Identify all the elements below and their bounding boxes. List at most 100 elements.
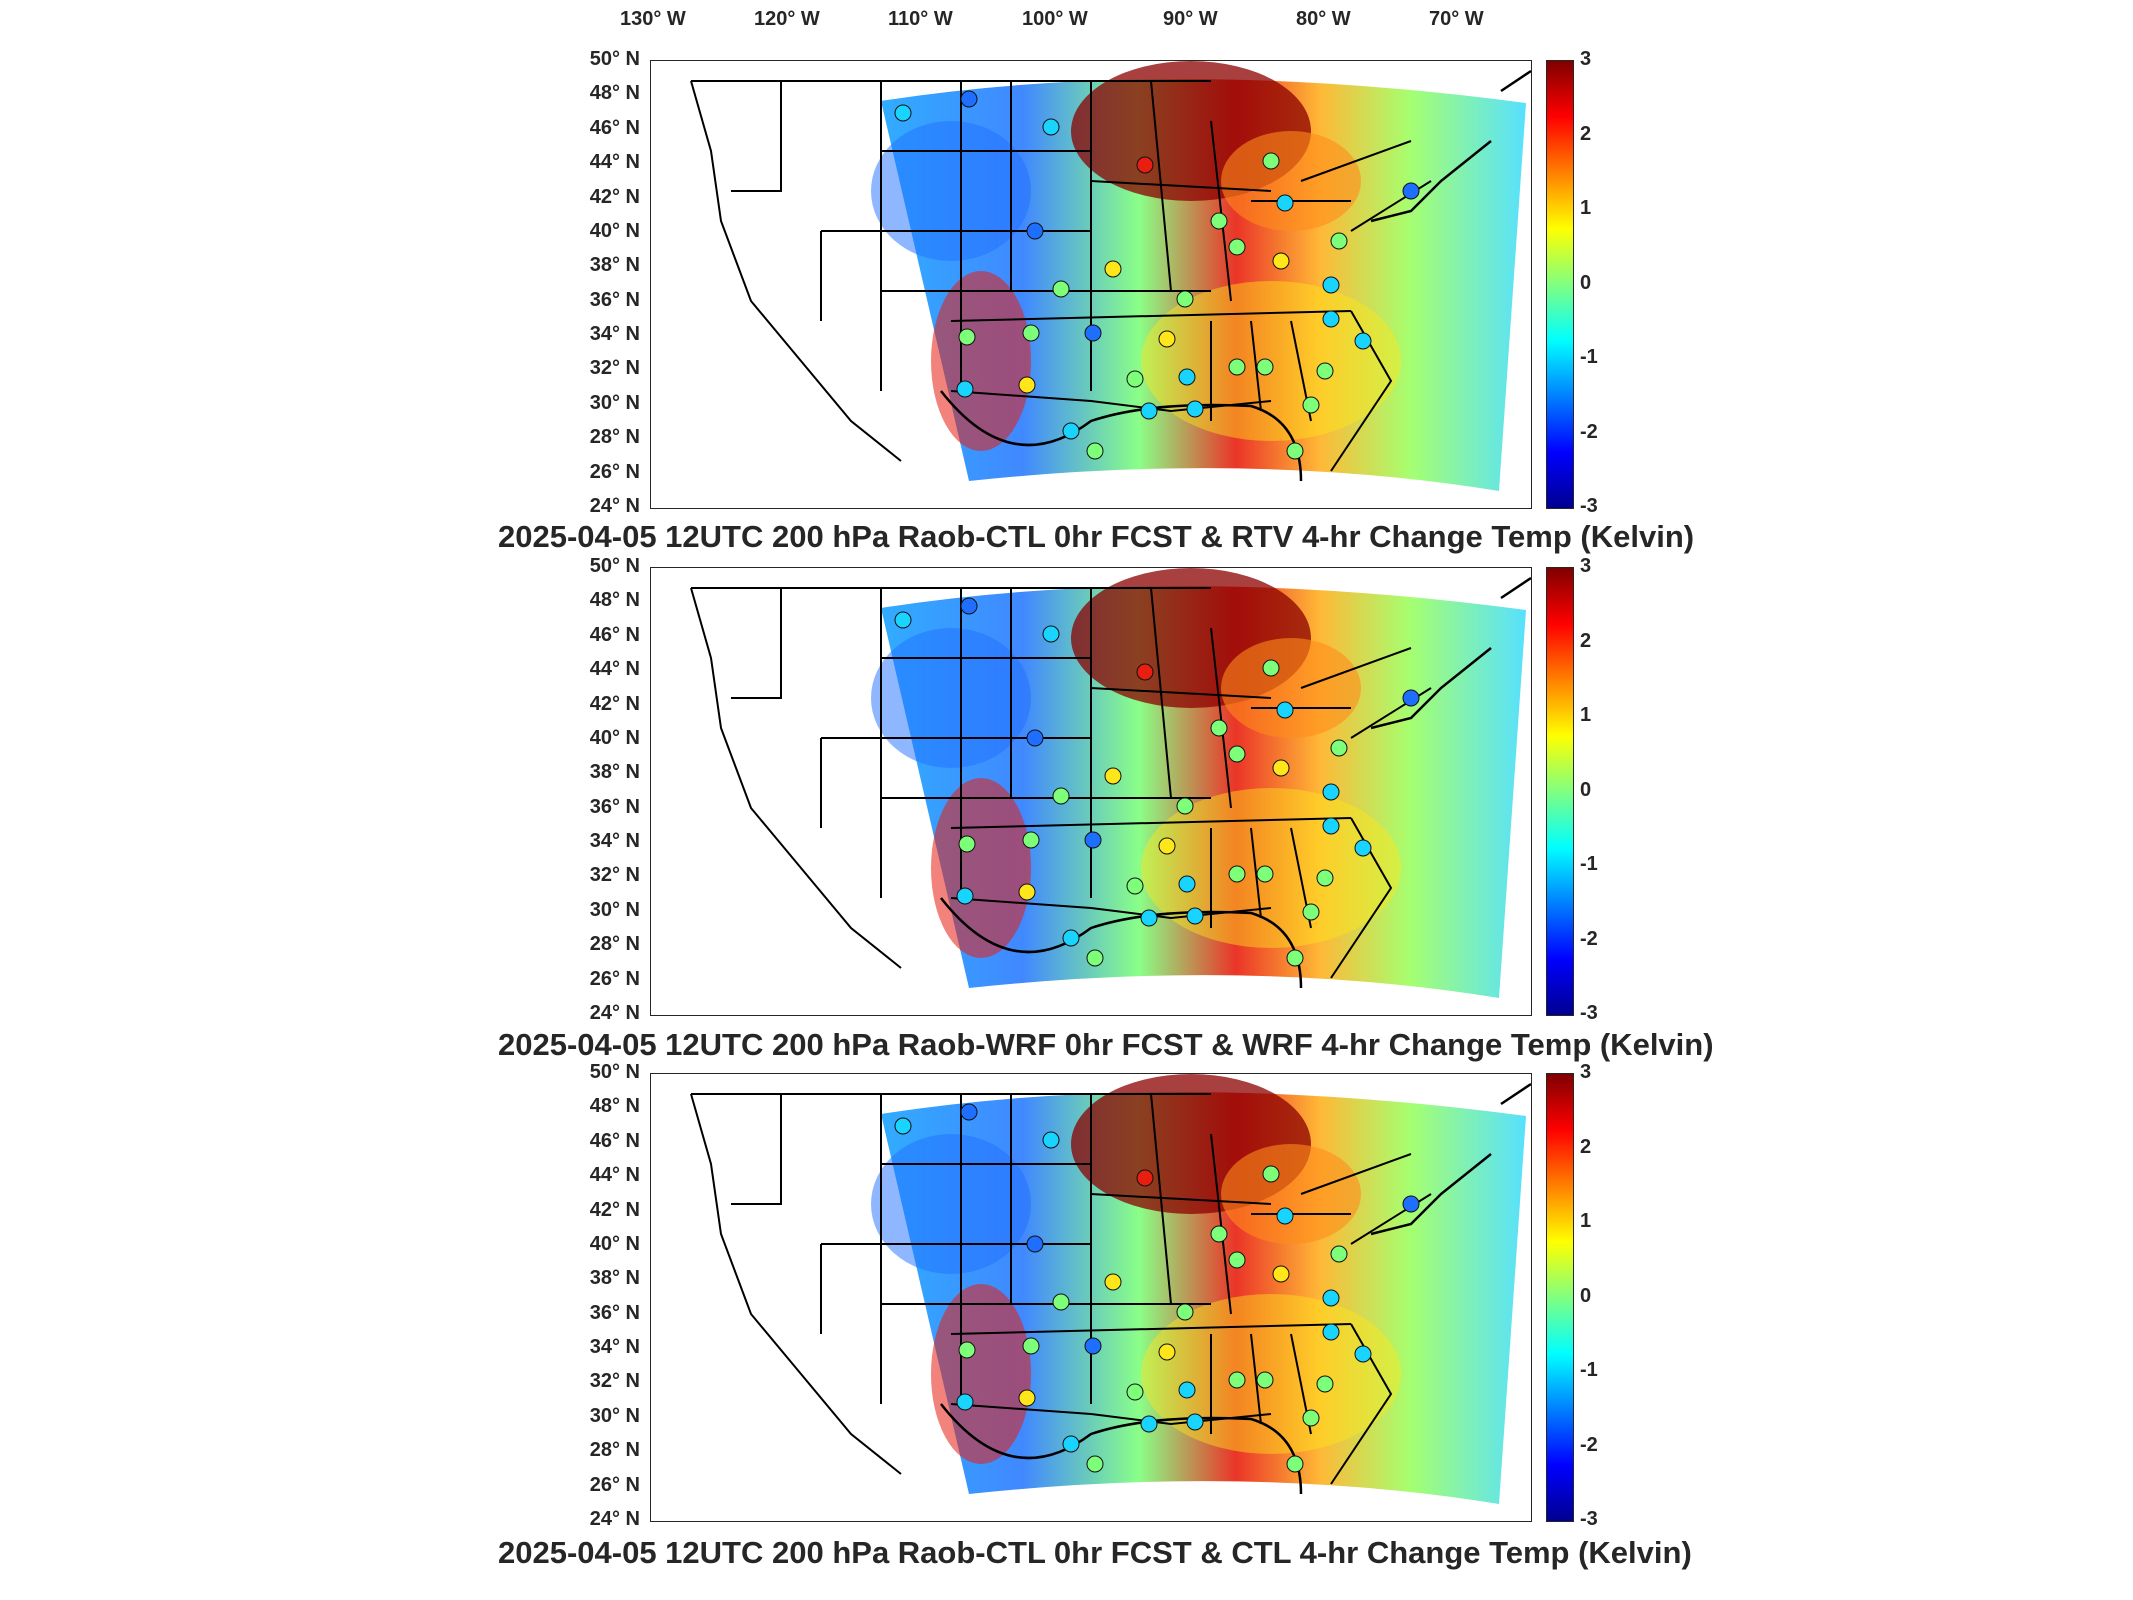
raob-station-marker: [1354, 839, 1372, 857]
boundary-line: [1250, 1333, 1262, 1425]
warm-anomaly: [1221, 1144, 1361, 1244]
colorbar-tick-label: -3: [1580, 1002, 1598, 1024]
lat-label: 40° N: [589, 219, 640, 242]
raob-station-marker: [1322, 310, 1340, 328]
raob-station-marker: [1086, 949, 1104, 967]
raob-station-marker: [1256, 1371, 1274, 1389]
raob-station-marker: [1302, 1409, 1320, 1427]
raob-station-marker: [1302, 396, 1320, 414]
boundary-line: [1150, 587, 1172, 799]
raob-station-marker: [1316, 1375, 1334, 1393]
raob-station-marker: [1176, 797, 1194, 815]
raob-station-marker: [1018, 883, 1036, 901]
raob-station-marker: [1126, 877, 1144, 895]
lat-label: 48° N: [589, 82, 640, 105]
boundary-line: [690, 80, 902, 462]
lat-label: 42° N: [589, 1198, 640, 1221]
raob-station-marker: [1104, 767, 1122, 785]
raob-station-marker: [1062, 929, 1080, 947]
boundary-line: [950, 310, 1352, 322]
lat-label: 38° N: [589, 761, 640, 784]
colorbar: [1546, 1073, 1574, 1522]
raob-station-marker: [1354, 332, 1372, 350]
lat-label: 30° N: [589, 391, 640, 414]
raob-station-marker: [1136, 663, 1154, 681]
raob-station-marker: [1402, 689, 1420, 707]
raob-station-marker: [894, 1117, 912, 1135]
raob-station-marker: [1276, 194, 1294, 212]
lat-label: 32° N: [589, 1370, 640, 1393]
boundary-line: [731, 588, 782, 699]
raob-station-marker: [1354, 1345, 1372, 1363]
raob-station-marker: [1042, 625, 1060, 643]
raob-station-marker: [958, 835, 976, 853]
panel-title: 2025-04-05 12UTC 200 hPa Raob-WRF 0hr FC…: [498, 1027, 1714, 1062]
raob-station-marker: [1042, 118, 1060, 136]
boundary-line: [1300, 140, 1412, 182]
lat-label: 30° N: [589, 898, 640, 921]
raob-station-marker: [1256, 358, 1274, 376]
warm-anomaly: [1221, 131, 1361, 231]
lat-label: 26° N: [589, 460, 640, 483]
boundary-line: [1090, 180, 1272, 192]
lat-label: 46° N: [589, 623, 640, 646]
raob-station-marker: [1084, 324, 1102, 342]
raob-station-marker: [1178, 875, 1196, 893]
raob-station-marker: [1210, 1225, 1228, 1243]
colorbar-tick-label: 2: [1580, 122, 1592, 145]
raob-station-marker: [1272, 1265, 1290, 1283]
raob-station-marker: [1402, 1195, 1420, 1213]
lat-label: 34° N: [589, 323, 640, 346]
lat-label: 42° N: [589, 692, 640, 715]
boundary-line: [950, 1323, 1352, 1335]
colorbar-tick-label: 3: [1580, 555, 1592, 577]
raob-station-marker: [1022, 1337, 1040, 1355]
lat-label: 36° N: [589, 1301, 640, 1324]
raob-station-marker: [1022, 324, 1040, 342]
lat-label: 48° N: [589, 1095, 640, 1118]
cold-anomaly: [871, 121, 1031, 261]
temperature-change-map: [690, 568, 1531, 998]
raob-station-marker: [1052, 1293, 1070, 1311]
temperature-change-map: [690, 1074, 1531, 1504]
lat-label: 26° N: [589, 967, 640, 990]
raob-station-marker: [1322, 276, 1340, 294]
raob-station-marker: [1228, 1371, 1246, 1389]
raob-station-marker: [1186, 400, 1204, 418]
raob-station-marker: [1136, 1169, 1154, 1187]
colorbar-tick-label: 2: [1580, 1135, 1592, 1158]
lon-label: 90° W: [1163, 8, 1218, 30]
colorbar-tick-label: 0: [1580, 778, 1592, 801]
lat-label: 50° N: [589, 555, 640, 577]
raob-station-marker: [1158, 1343, 1176, 1361]
raob-station-marker: [1186, 907, 1204, 925]
lat-label: 44° N: [589, 1164, 640, 1187]
raob-station-marker: [1140, 1415, 1158, 1433]
raob-station-marker: [1322, 817, 1340, 835]
boundary-line: [1300, 647, 1412, 689]
raob-station-marker: [1022, 831, 1040, 849]
map-plot-area: [650, 1073, 1532, 1522]
raob-station-marker: [1330, 739, 1348, 757]
lat-label: 24° N: [589, 1002, 640, 1024]
cold-anomaly: [871, 628, 1031, 768]
raob-station-marker: [894, 611, 912, 629]
panel-title: 2025-04-05 12UTC 200 hPa Raob-CTL 0hr FC…: [498, 1535, 1692, 1570]
raob-station-marker: [1402, 182, 1420, 200]
raob-station-marker: [1210, 212, 1228, 230]
colorbar-tick-label: -3: [1580, 495, 1598, 517]
lat-label: 36° N: [589, 795, 640, 818]
boundary-line: [950, 817, 1352, 829]
boundary-line: [1090, 1193, 1272, 1205]
colorbar-tick-label: -2: [1580, 420, 1598, 443]
lat-label: 24° N: [589, 1508, 640, 1530]
colorbar-tick-label: 3: [1580, 1061, 1592, 1083]
raob-station-marker: [1086, 1455, 1104, 1473]
raob-station-marker: [1052, 280, 1070, 298]
raob-station-marker: [1176, 1303, 1194, 1321]
boundary-line: [1300, 1153, 1412, 1195]
lat-label: 34° N: [589, 830, 640, 853]
colorbar-tick-label: -1: [1580, 853, 1598, 875]
colorbar-tick-label: 3: [1580, 48, 1592, 70]
boundary-line: [731, 1094, 782, 1205]
